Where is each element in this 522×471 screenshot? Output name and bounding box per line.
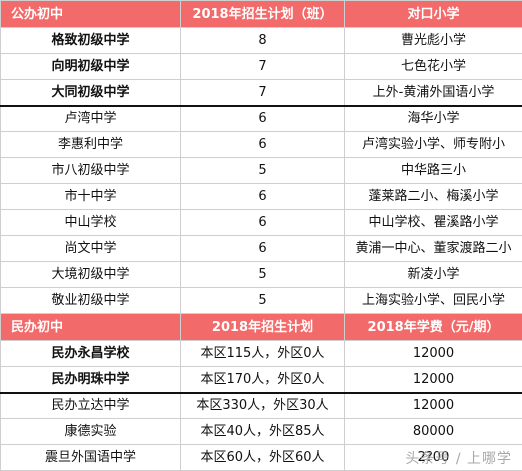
public-header-school: 公办初中 — [0, 0, 181, 28]
cell-plan: 6 — [180, 105, 345, 132]
cell-plan: 本区330人，外区30人 — [180, 392, 345, 419]
cell-plan: 5 — [180, 261, 345, 288]
private-header-school: 民办初中 — [0, 313, 181, 341]
cell-school: 敬业初级中学 — [0, 287, 181, 314]
table-row: 尚文中学 6 黄浦一中心、董家渡路二小 — [0, 235, 522, 262]
table-row: 市十中学 6 蓬莱路二小、梅溪小学 — [0, 183, 522, 210]
cell-plan: 6 — [180, 183, 345, 210]
watermark: 头条号 / 上哪学 — [405, 451, 512, 467]
public-section: 公办初中 2018年招生计划（班） 对口小学 格致初级中学 8 曹光彪小学 向明初级中… — [0, 0, 522, 314]
cell-primary: 蓬莱路二小、梅溪小学 — [344, 183, 522, 210]
cell-school: 市十中学 — [0, 183, 181, 210]
cell-school: 格致初级中学 — [0, 27, 181, 54]
table-row: 卢湾中学 6 海华小学 — [0, 105, 522, 132]
cell-plan: 5 — [180, 157, 345, 184]
cell-school: 李惠利中学 — [0, 131, 181, 158]
cell-plan: 5 — [180, 287, 345, 314]
cell-plan: 本区115人，外区0人 — [180, 340, 345, 367]
cell-plan: 7 — [180, 79, 345, 107]
cell-school: 市八初级中学 — [0, 157, 181, 184]
private-header-row: 民办初中 2018年招生计划 2018年学费（元/期） — [0, 313, 522, 341]
cell-plan: 7 — [180, 53, 345, 80]
cell-school: 康德实验 — [0, 418, 181, 445]
table-row: 民办永昌学校 本区115人，外区0人 12000 — [0, 340, 522, 367]
cell-primary: 中华路三小 — [344, 157, 522, 184]
table-row: 市八初级中学 5 中华路三小 — [0, 157, 522, 184]
cell-school: 震旦外国语中学 — [0, 444, 181, 471]
cell-school: 大同初级中学 — [0, 79, 181, 107]
cell-school: 中山学校 — [0, 209, 181, 236]
cell-school: 大境初级中学 — [0, 261, 181, 288]
table-row: 民办立达中学 本区330人，外区30人 12000 — [0, 392, 522, 419]
cell-primary: 黄浦一中心、董家渡路二小 — [344, 235, 522, 262]
cell-plan: 本区40人，外区85人 — [180, 418, 345, 445]
cell-fee: 12000 — [344, 392, 522, 419]
cell-school: 民办明珠中学 — [0, 366, 181, 394]
cell-school: 民办永昌学校 — [0, 340, 181, 367]
private-section: 民办初中 2018年招生计划 2018年学费（元/期） 民办永昌学校 本区115人… — [0, 313, 522, 471]
cell-school: 向明初级中学 — [0, 53, 181, 80]
table-row: 敬业初级中学 5 上海实验小学、回民小学 — [0, 287, 522, 314]
private-header-fee: 2018年学费（元/期） — [344, 313, 522, 341]
table-row: 康德实验 本区40人，外区85人 80000 — [0, 418, 522, 445]
table-row: 李惠利中学 6 卢湾实验小学、师专附小 — [0, 131, 522, 158]
cell-plan: 8 — [180, 27, 345, 54]
cell-primary: 卢湾实验小学、师专附小 — [344, 131, 522, 158]
cell-primary: 七色花小学 — [344, 53, 522, 80]
table-row: 向明初级中学 7 七色花小学 — [0, 53, 522, 80]
cell-primary: 曹光彪小学 — [344, 27, 522, 54]
public-header-primary: 对口小学 — [344, 0, 522, 28]
cell-primary: 中山学校、瞿溪路小学 — [344, 209, 522, 236]
public-header-row: 公办初中 2018年招生计划（班） 对口小学 — [0, 0, 522, 28]
cell-school: 民办立达中学 — [0, 392, 181, 419]
table-row: 大同初级中学 7 上外-黄浦外国语小学 — [0, 79, 522, 107]
cell-plan: 6 — [180, 235, 345, 262]
cell-plan: 本区170人，外区0人 — [180, 366, 345, 394]
cell-school: 卢湾中学 — [0, 105, 181, 132]
cell-primary: 上海实验小学、回民小学 — [344, 287, 522, 314]
cell-plan: 本区60人，外区60人 — [180, 444, 345, 471]
table-row: 民办明珠中学 本区170人，外区0人 12000 — [0, 366, 522, 394]
cell-primary: 海华小学 — [344, 105, 522, 132]
table-row: 大境初级中学 5 新凌小学 — [0, 261, 522, 288]
cell-fee: 12000 — [344, 340, 522, 367]
table-row: 格致初级中学 8 曹光彪小学 — [0, 27, 522, 54]
private-header-plan: 2018年招生计划 — [180, 313, 345, 341]
cell-school: 尚文中学 — [0, 235, 181, 262]
cell-primary: 新凌小学 — [344, 261, 522, 288]
cell-plan: 6 — [180, 131, 345, 158]
cell-primary: 上外-黄浦外国语小学 — [344, 79, 522, 107]
cell-fee: 80000 — [344, 418, 522, 445]
public-header-plan: 2018年招生计划（班） — [180, 0, 345, 28]
cell-plan: 6 — [180, 209, 345, 236]
cell-fee: 12000 — [344, 366, 522, 394]
table-row: 中山学校 6 中山学校、瞿溪路小学 — [0, 209, 522, 236]
